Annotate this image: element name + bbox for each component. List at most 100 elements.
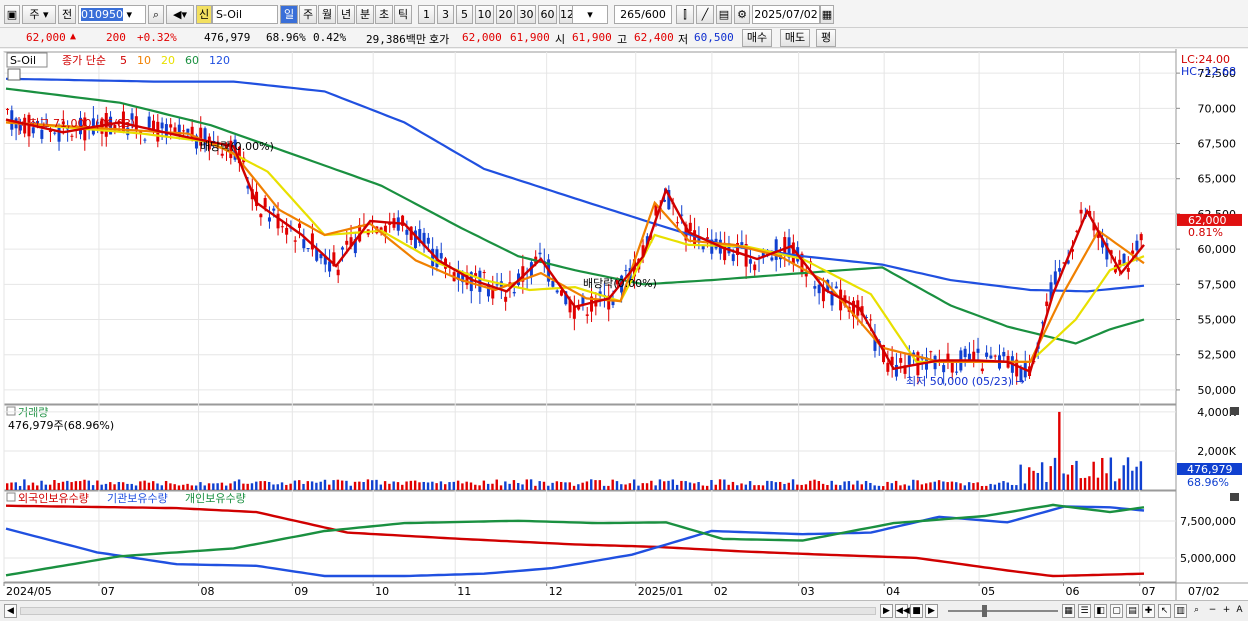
candle-body <box>1139 234 1143 241</box>
interval-button-5[interactable]: 5 <box>456 5 473 24</box>
cross-icon[interactable]: ✚ <box>1142 604 1155 618</box>
candle-body <box>143 139 147 141</box>
average-button[interactable]: 평 <box>816 29 836 47</box>
volume-bar <box>736 485 739 490</box>
interval-button-1[interactable]: 1 <box>418 5 435 24</box>
period-button-0[interactable]: 일 <box>280 5 298 24</box>
x-tick-label-5: 11 <box>457 585 471 598</box>
interval-button-30[interactable]: 30 <box>517 5 536 24</box>
dividend-annotation-1: 배당락(0.00%) <box>200 140 274 153</box>
volume-bar <box>942 481 945 490</box>
candle-body <box>890 356 894 366</box>
table-icon[interactable]: ▤ <box>1126 604 1139 618</box>
stock-name[interactable]: S-Oil <box>212 5 278 24</box>
minus-icon[interactable]: − <box>1208 605 1217 615</box>
interval-button-10[interactable]: 10 <box>475 5 494 24</box>
horizontal-scrollbar[interactable] <box>20 607 876 615</box>
candle-body <box>564 291 568 305</box>
period-button-1[interactable]: 주 <box>299 5 317 24</box>
font-size-icon[interactable]: A <box>1236 605 1243 615</box>
period-button-3[interactable]: 년 <box>337 5 355 24</box>
pointer-icon[interactable]: ↖ <box>1158 604 1171 618</box>
scroll-right-icon[interactable]: ▶ <box>880 604 893 618</box>
volume-bar <box>392 481 395 490</box>
stop-icon[interactable]: ■ <box>910 604 923 618</box>
search-icon[interactable]: ⌕ <box>148 5 164 24</box>
candle-body <box>237 146 241 164</box>
period-button-6[interactable]: 틱 <box>394 5 412 24</box>
plus-icon[interactable]: + <box>1222 605 1231 615</box>
period-button-2[interactable]: 월 <box>318 5 336 24</box>
zoom-slider[interactable] <box>948 610 1058 612</box>
x-tick-label-9: 03 <box>801 585 815 598</box>
candle-body <box>585 314 589 316</box>
period-button-4[interactable]: 분 <box>356 5 374 24</box>
unit-select[interactable]: 주 ▾ <box>22 5 56 24</box>
gear-icon[interactable]: ⚙ <box>734 5 750 24</box>
volume-bar <box>521 484 524 490</box>
layout-icon[interactable]: ▣ <box>4 5 20 24</box>
interval-button-3[interactable]: 3 <box>437 5 454 24</box>
volume-bar <box>783 483 786 490</box>
layout-grid-icon[interactable]: ▦ <box>1062 604 1075 618</box>
holdings-legend-1: 기관보유수량 <box>107 492 168 505</box>
play-icon[interactable]: ▶ <box>925 604 938 618</box>
candle-body <box>611 299 615 306</box>
legend-ma-120: 120 <box>209 54 230 67</box>
list-icon[interactable]: ☰ <box>1078 604 1091 618</box>
calendar-icon[interactable]: ▦ <box>820 5 834 24</box>
volume-bar <box>903 484 906 490</box>
volume-info: 476,979주(68.96%) <box>8 419 114 432</box>
volume-bar <box>1113 481 1117 490</box>
volume-bar <box>315 482 318 490</box>
volume-bar <box>967 482 971 490</box>
volume-bar <box>993 484 997 490</box>
volume-bar <box>744 484 748 490</box>
volume-bar <box>718 479 722 490</box>
zoom-slider-handle[interactable] <box>982 605 987 617</box>
candle-body <box>873 336 877 351</box>
volume-bar <box>117 481 121 490</box>
volume-bar <box>791 479 795 490</box>
candle-body <box>967 353 971 361</box>
volume-bar <box>182 484 185 490</box>
prev-button[interactable]: 전 <box>58 5 76 24</box>
chart-area[interactable]: 2024/05 07 08 09 10 11 12 2025/01 02 03 04 05 06 07 07… <box>0 49 1248 600</box>
interval-button-20[interactable]: 20 <box>496 5 515 24</box>
volume-bar <box>383 481 387 490</box>
date-field[interactable]: 2025/07/02 <box>752 5 820 24</box>
buy-button[interactable]: 매수 <box>742 29 772 47</box>
rewind-icon[interactable]: ◀◀ <box>895 604 910 618</box>
code-input[interactable]: 010950 ▾ <box>78 5 146 24</box>
volume-bar <box>426 482 430 490</box>
window-icon[interactable]: ▢ <box>1110 604 1123 618</box>
candle-body <box>130 113 134 120</box>
scroll-left-icon[interactable]: ◀ <box>4 604 17 618</box>
speaker-icon[interactable]: ◀▾ <box>166 5 194 24</box>
volume-bar <box>349 485 352 490</box>
candle-icon[interactable]: ⫿ <box>676 5 694 24</box>
sell-button[interactable]: 매도 <box>780 29 810 47</box>
save-icon[interactable]: ▤ <box>716 5 732 24</box>
volume-bar <box>924 483 928 490</box>
volume-bar <box>418 482 421 490</box>
count-field[interactable]: 265/600 <box>614 5 672 24</box>
volume-bar <box>877 485 881 490</box>
period-button-5[interactable]: 초 <box>375 5 393 24</box>
volume-bar <box>1010 484 1014 490</box>
volume-value: 476,979 <box>204 31 251 44</box>
zoom-out-icon[interactable]: ⌕ <box>1193 605 1200 615</box>
interval-dropdown[interactable]: ▾ <box>572 5 608 24</box>
volume-bar <box>1109 457 1113 490</box>
price-tick-label-9: 50,000 <box>1198 384 1237 397</box>
split-icon[interactable]: ◧ <box>1094 604 1107 618</box>
interval-button-60[interactable]: 60 <box>538 5 557 24</box>
volume-bar <box>985 485 988 490</box>
volume-bar <box>255 481 258 490</box>
volume-bar <box>1122 465 1125 490</box>
volume-bar <box>929 482 932 490</box>
draw-icon[interactable]: ╱ <box>696 5 714 24</box>
candle-body <box>1053 271 1057 285</box>
chart-type-icon[interactable]: ▥ <box>1174 604 1187 618</box>
volume-bar <box>517 483 520 490</box>
